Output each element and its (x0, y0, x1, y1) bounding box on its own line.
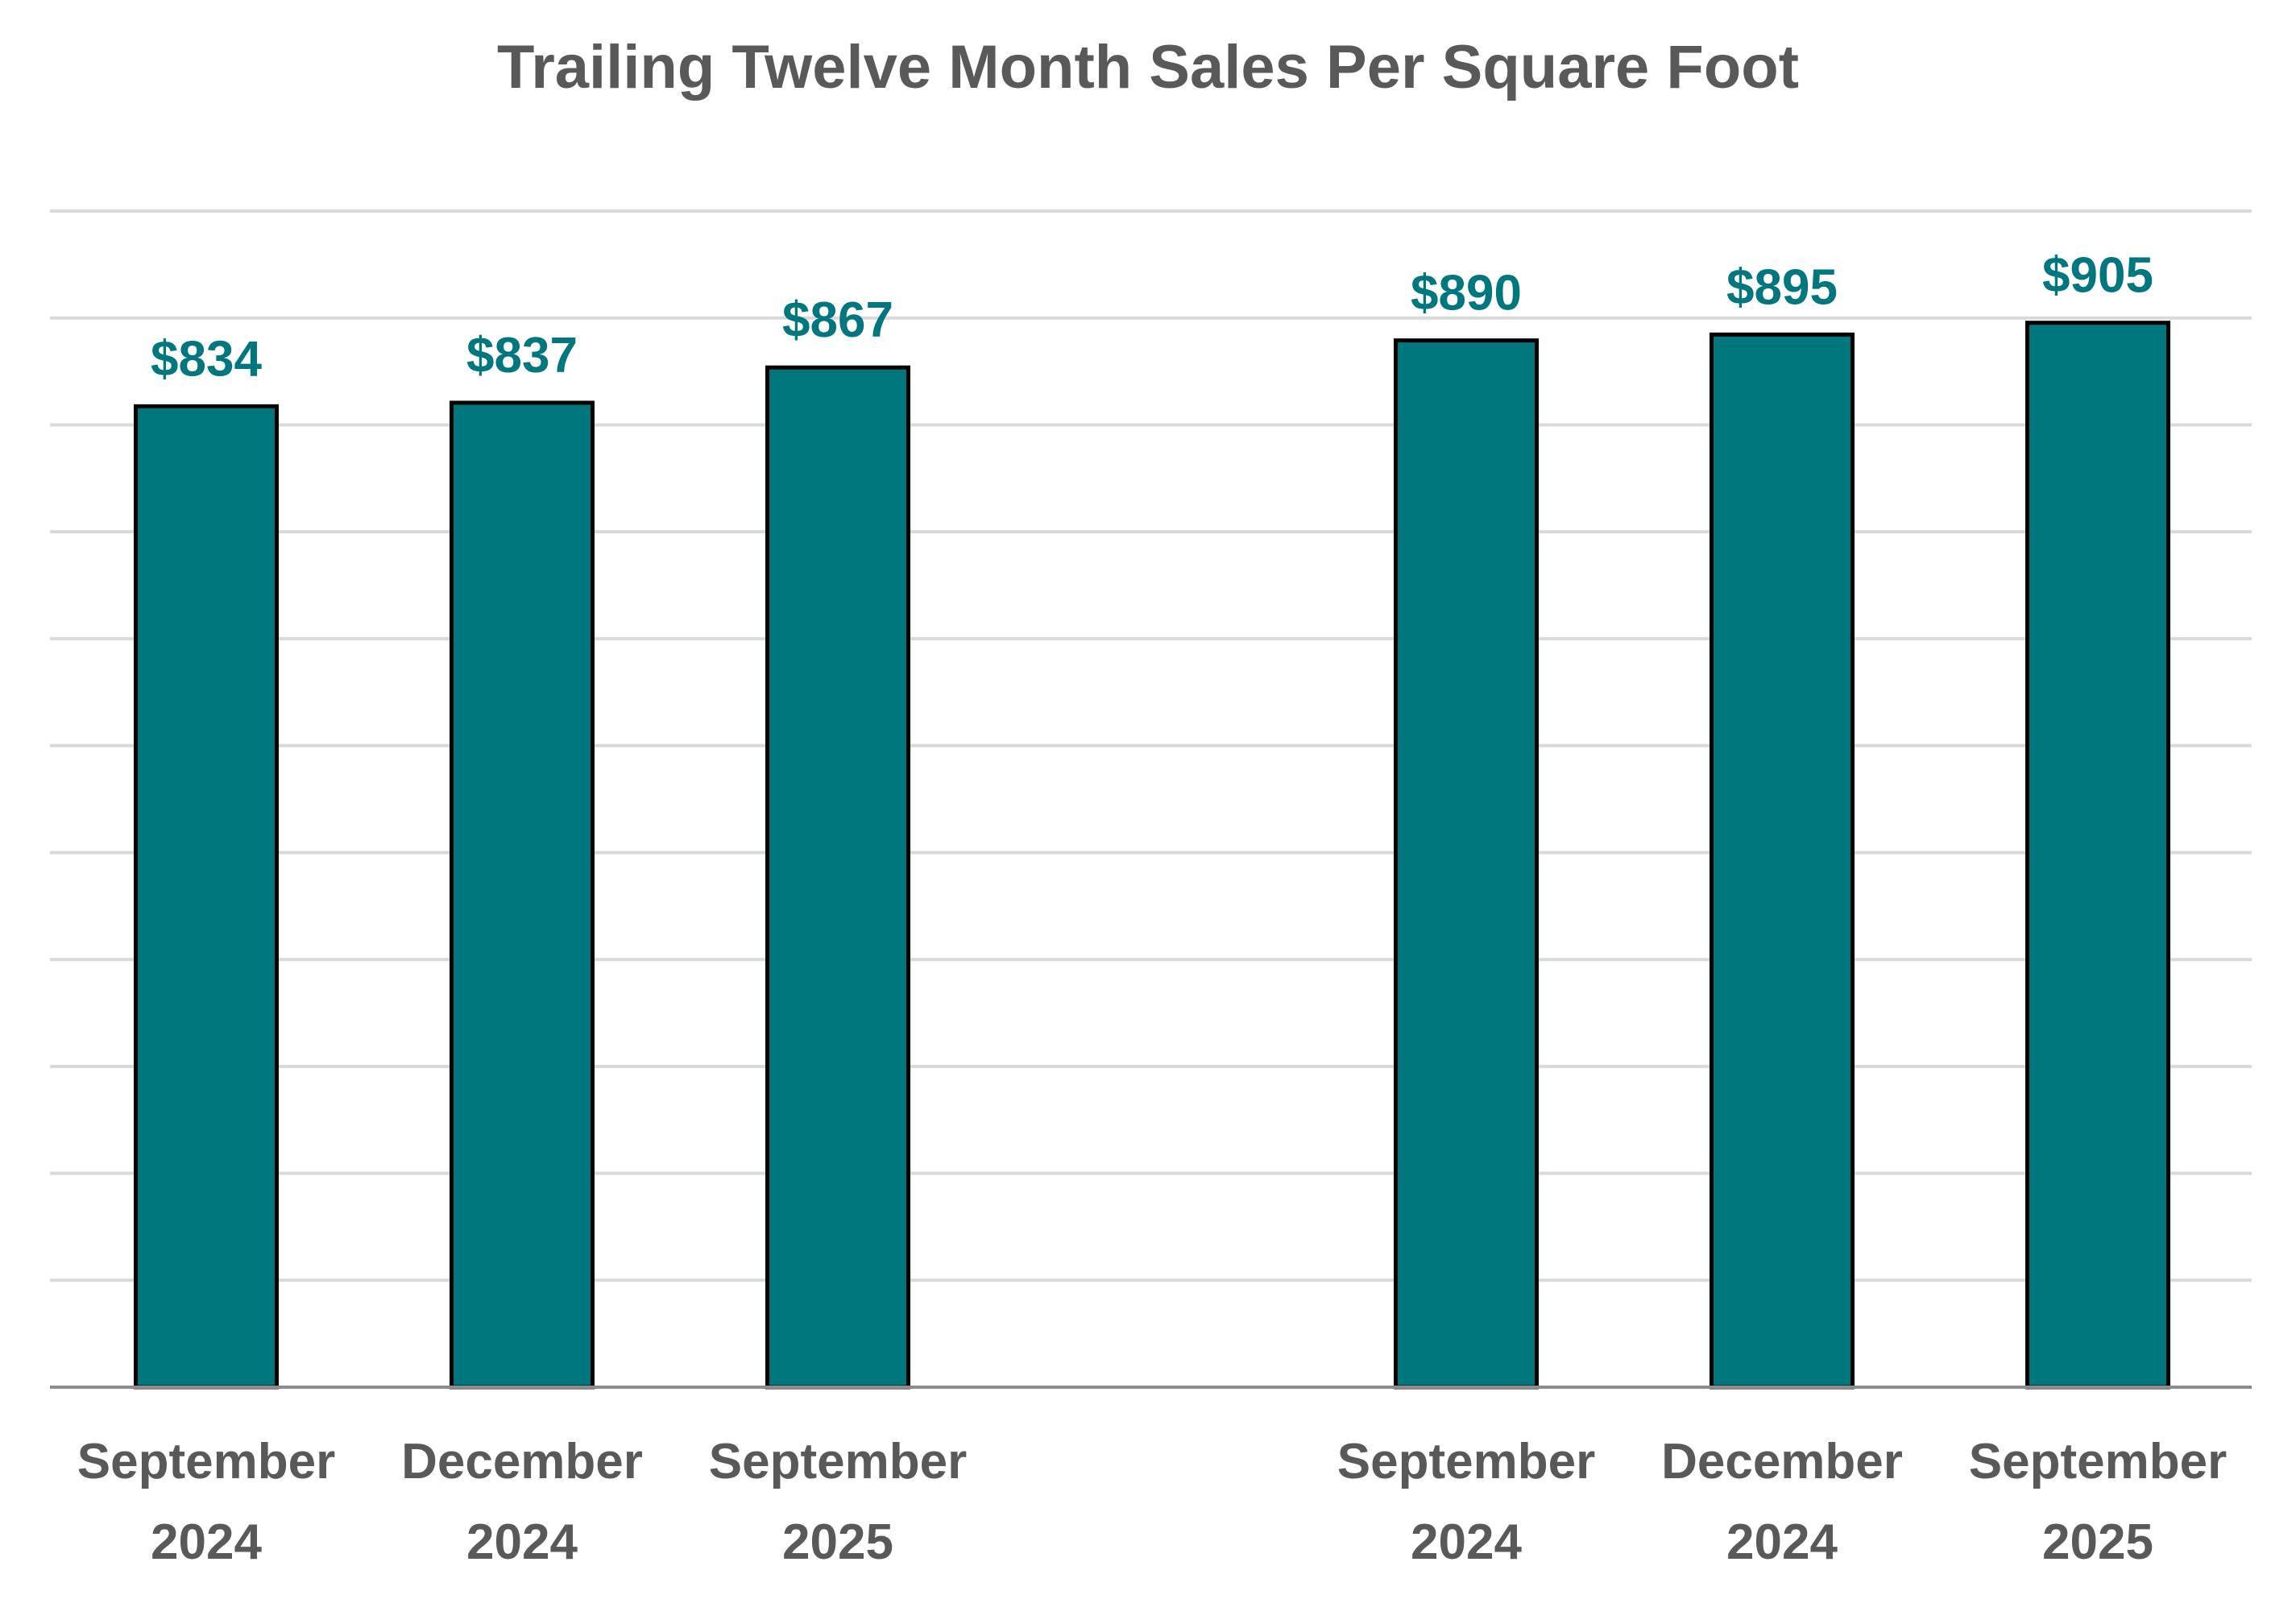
gridlines (50, 209, 2252, 1282)
x-tick-label-year: 2024 (466, 1514, 578, 1570)
bar (1710, 332, 1855, 1390)
data-label: $867 (782, 292, 893, 348)
x-tick-label-year: 2024 (151, 1514, 262, 1570)
x-tick-label: December (401, 1434, 643, 1489)
x-tick-label-year: 2025 (782, 1514, 893, 1570)
x-tick-label-year: 2024 (1726, 1514, 1838, 1570)
x-tick-label: September (709, 1434, 967, 1489)
bars (134, 321, 2170, 1390)
data-label: $834 (151, 331, 262, 387)
bar (2025, 321, 2170, 1390)
bar (134, 404, 279, 1390)
bar (1394, 338, 1539, 1390)
x-tick-label: December (1661, 1434, 1903, 1489)
bar (765, 365, 910, 1390)
x-tick-label: September (1969, 1434, 2227, 1489)
data-label: $905 (2042, 248, 2153, 304)
x-tick-label-year: 2024 (1411, 1514, 1522, 1570)
data-label: $895 (1726, 259, 1838, 315)
x-tick-label: September (77, 1434, 335, 1489)
data-label: $837 (466, 328, 578, 383)
labels: $834 September 2024 $837 December 2024 $867 Sep… (77, 248, 2227, 1570)
bar (450, 400, 595, 1390)
data-label: $890 (1411, 266, 1522, 321)
chart-title: Trailing Twelve Month Sales Per Square F… (496, 33, 1800, 102)
x-tick-label-year: 2025 (2042, 1514, 2153, 1570)
x-tick-label: September (1337, 1434, 1595, 1489)
